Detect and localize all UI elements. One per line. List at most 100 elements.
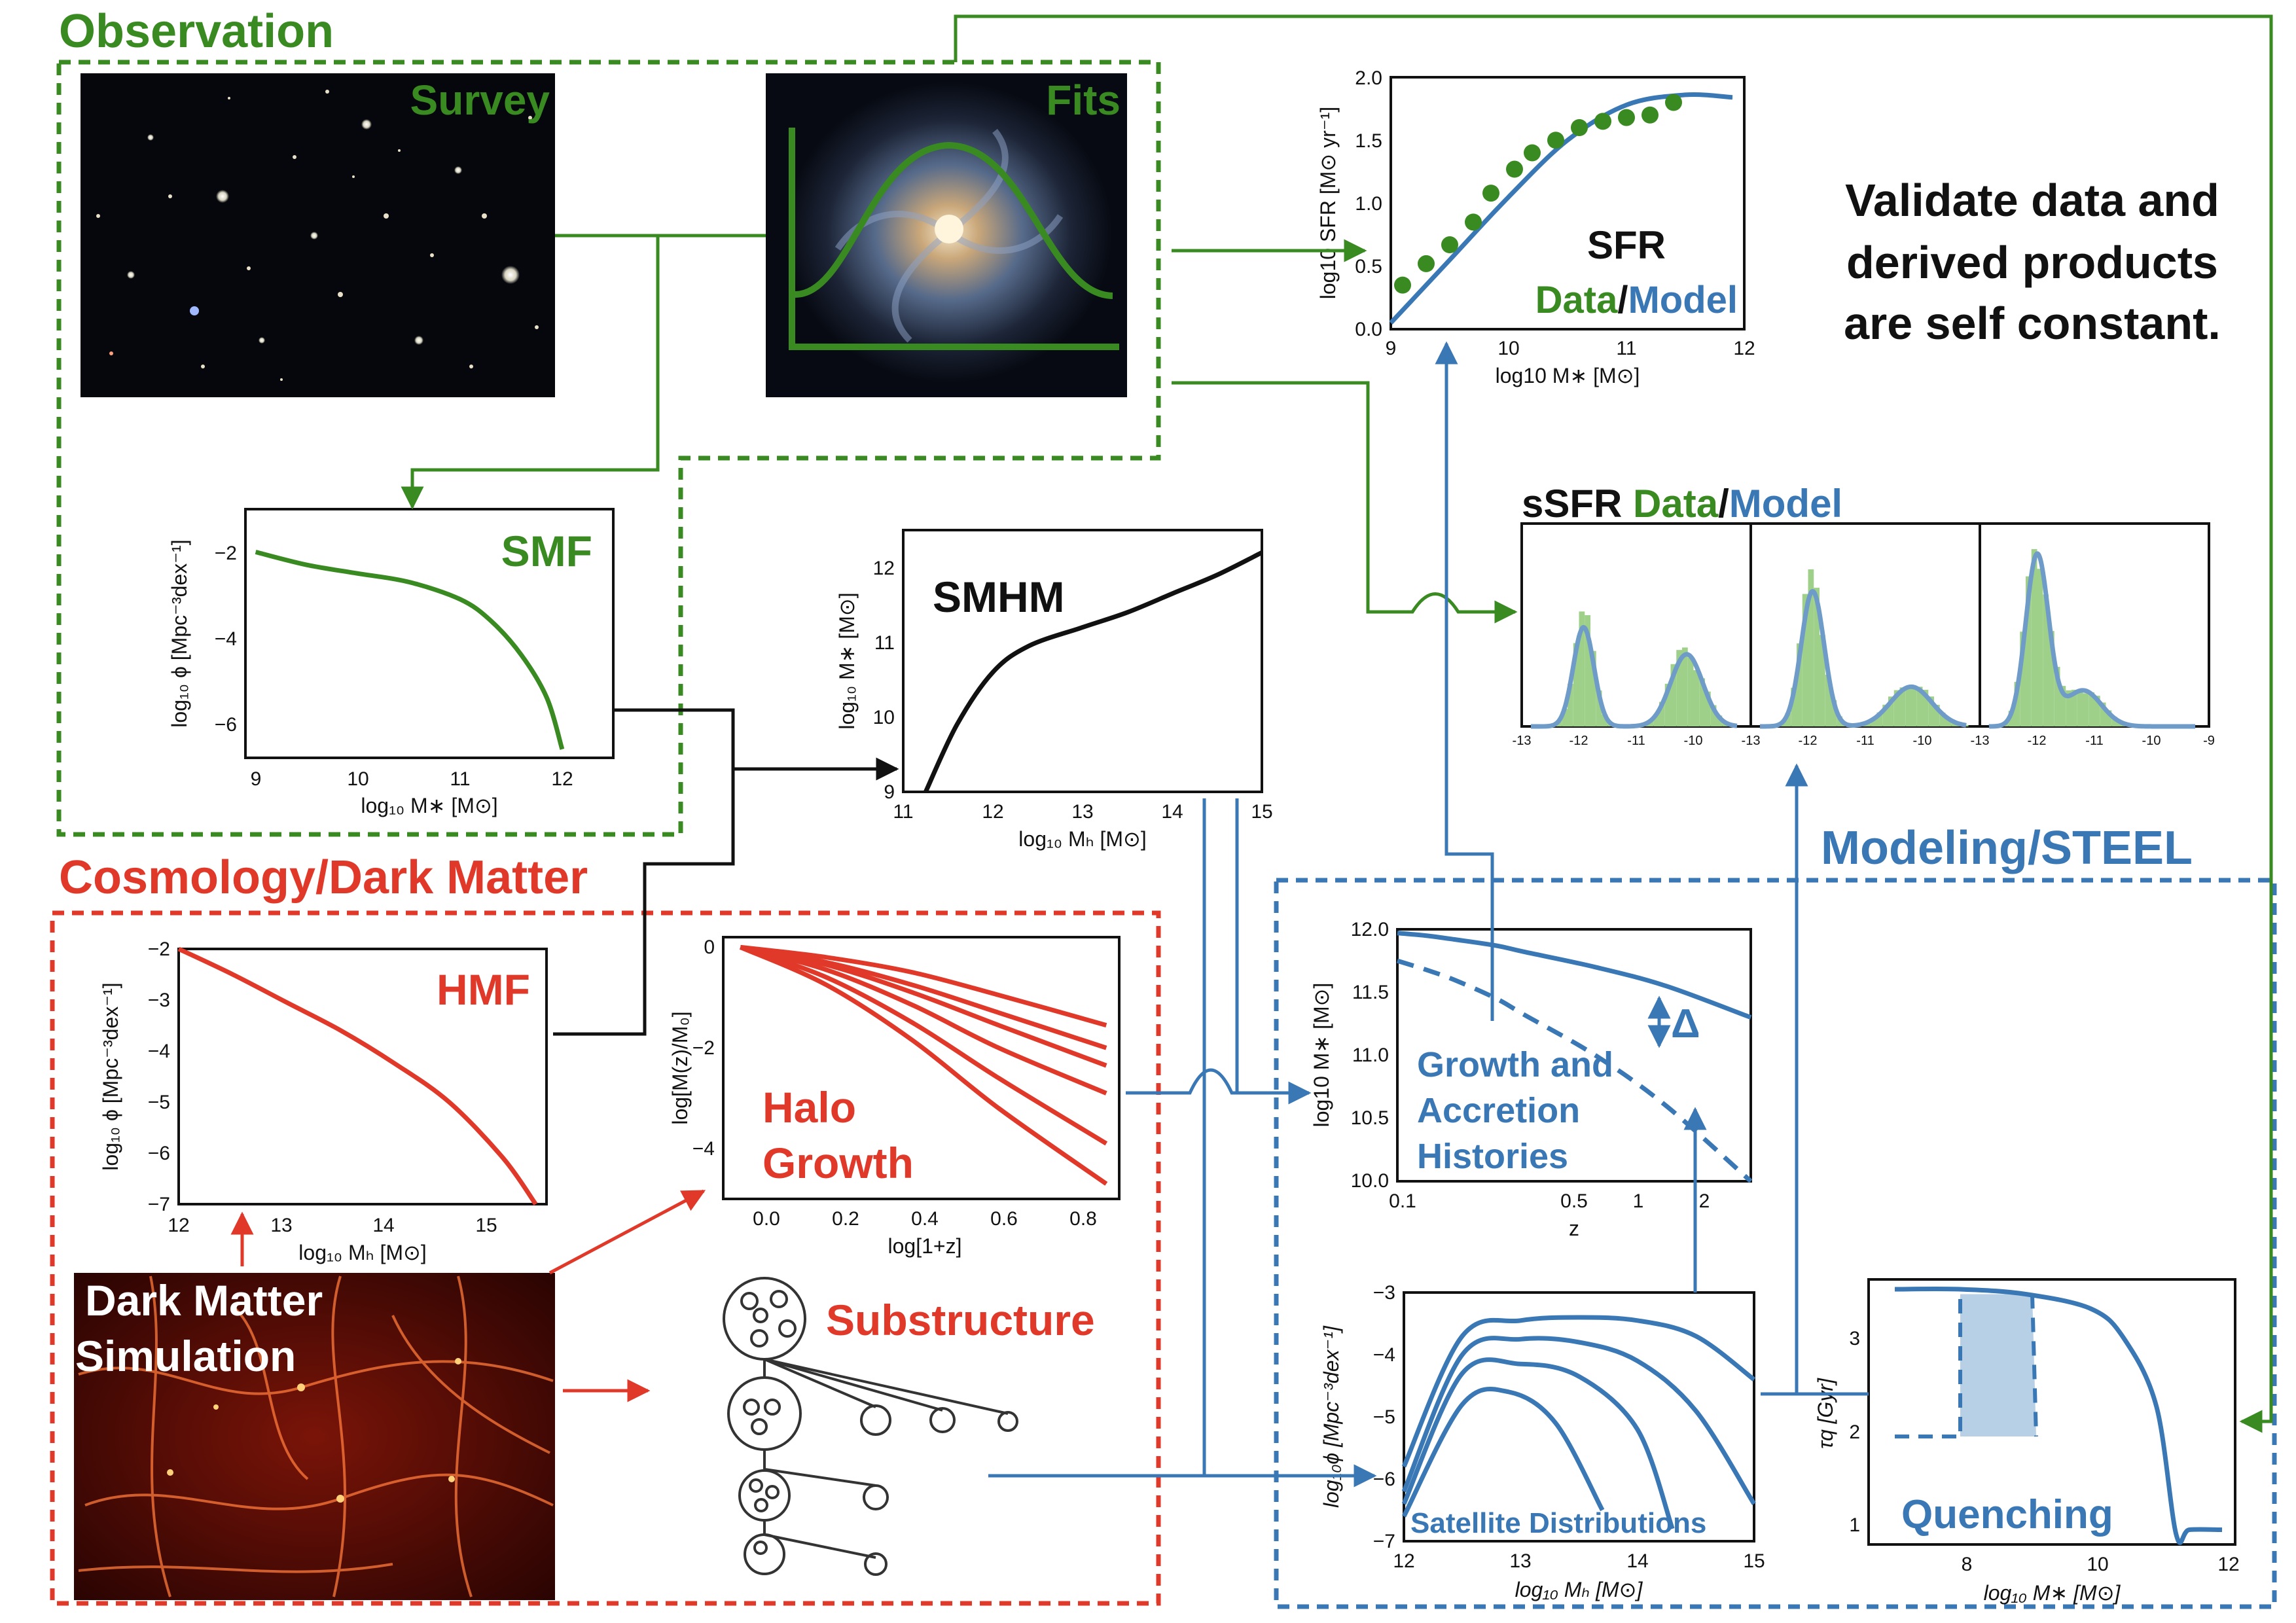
sfr-data-point: [1571, 119, 1588, 136]
sfr-ytick: 2.0: [1355, 67, 1382, 89]
sat-ytick: −6: [1373, 1469, 1395, 1490]
smf-title: SMF: [501, 527, 592, 575]
smhm-yticks: 9 10 11 12: [873, 558, 895, 803]
hmf-xtick: 13: [270, 1215, 292, 1236]
hg-xtick: 0.2: [832, 1208, 859, 1230]
ssfr-hist-bar: [1905, 688, 1911, 726]
halo-growth-line: [740, 944, 1107, 1027]
ssfr-hist-bar: [1825, 674, 1831, 726]
halo-growth-plot: Halo Growth 0.0 0.2 0.4 0.6 0.8 0 −2 −4 …: [668, 936, 1121, 1258]
dm-label-line1: Dark Matter: [85, 1276, 323, 1325]
growth-title-2: Accretion: [1417, 1091, 1580, 1130]
ssfr-hist-bar: [1585, 615, 1590, 726]
cosmology-title: Cosmology/Dark Matter: [59, 851, 588, 904]
smhm-xtick: 11: [893, 801, 913, 823]
hmf-line: [177, 946, 538, 1206]
sfr-xtick: 11: [1616, 338, 1636, 359]
ssfr-hist-bar: [1705, 691, 1711, 726]
ssfr-hist-bar: [2111, 717, 2117, 726]
satellite-line: [1401, 1315, 1756, 1468]
ssfr-xtick: -13: [1513, 734, 1532, 748]
smhm-xtick: 13: [1071, 801, 1093, 823]
growth-yticks: 12.0 11.5 11.0 10.5 10.0: [1351, 919, 1389, 1192]
ssfr-hist-bar: [1670, 664, 1677, 726]
smf-xlabel: log₁₀ M∗ [M⊙]: [361, 794, 497, 817]
growth-xticks: 0.1 0.5 1 2: [1389, 1190, 1710, 1212]
fits-gaussian-curve: [795, 141, 1113, 299]
smhm-title: SMHM: [933, 573, 1065, 621]
smhm-xtick: 15: [1251, 801, 1272, 823]
ssfr-hist-bar: [1911, 688, 1917, 726]
sfr-xlabel: log10 M∗ [M⊙]: [1496, 364, 1640, 387]
halo-growth-line: [740, 945, 1108, 1146]
growth-ytick: 11.0: [1352, 1044, 1389, 1066]
survey-stars: [96, 90, 539, 381]
ssfr-hist-bar: [1945, 719, 1952, 726]
hmf-ytick: −3: [148, 990, 170, 1011]
sfr-yticks: 0.0 0.5 1.0 1.5 2.0: [1355, 67, 1382, 340]
smf-line: [255, 550, 565, 750]
ssfr-hist-bar: [1562, 709, 1568, 726]
hmf-xtick: 14: [372, 1215, 394, 1236]
ssfr-hist-bar: [2106, 710, 2112, 726]
ssfr-plot: sSFR Data/Model -13 -12 -11 -10 -13 -12 …: [1513, 482, 2215, 748]
halo-growth-line: [740, 944, 1107, 1068]
ssfr-hist-bar: [1579, 611, 1585, 726]
smf-xtick: 9: [251, 768, 262, 790]
dark-matter-simulation-image: Dark Matter Simulation: [74, 1273, 555, 1600]
ssfr-hist-bar: [1573, 643, 1579, 726]
satellite-plot: Satellite Distributions 12 13 14 15 −3 −…: [1319, 1282, 1765, 1601]
sat-ytick: −7: [1373, 1531, 1395, 1552]
ssfr-hist-bar: [2100, 702, 2106, 726]
hg-ytick: −2: [692, 1037, 715, 1059]
ssfr-xtick: -10: [1913, 734, 1932, 748]
smhm-plot-frame: [902, 529, 1263, 793]
smhm-xlabel: log₁₀ Mₕ [M⊙]: [1018, 827, 1146, 851]
connectors-green: [401, 14, 2273, 1433]
smf-ytick: −2: [215, 543, 237, 564]
halo-growth-title-1: Halo: [762, 1083, 856, 1132]
quench-ytick: 2: [1849, 1421, 1860, 1443]
validate-note: Validate data and derived products are s…: [1844, 175, 2221, 349]
smhm-plot: SMHM 11 12 13 14 15 9 10 11 12 log₁₀ Mₕ …: [835, 529, 1273, 851]
connector-smf-smhm: [613, 708, 899, 781]
quench-ytick: 1: [1849, 1514, 1860, 1536]
sfr-data-point: [1618, 109, 1635, 126]
ssfr-xtick: -13: [1742, 734, 1761, 748]
ssfr-hist-bar: [1682, 647, 1688, 726]
ssfr-title-prefix: sSFR: [1522, 482, 1633, 526]
ssfr-hist-bar: [2037, 569, 2043, 726]
quench-xtick: 10: [2087, 1554, 2108, 1575]
satellite-line: [1401, 1336, 1756, 1505]
growth-xtick: 0.1: [1389, 1190, 1416, 1212]
sfr-legend: Data/Model: [1535, 279, 1738, 321]
observation-dashed-border: [56, 60, 1161, 837]
ssfr-title-model: Model: [1729, 482, 1842, 526]
connector-satellite-to-ssfr: [1761, 763, 1808, 1396]
cosmology-dashed-border: [50, 910, 1161, 1606]
smf-xtick: 11: [450, 768, 470, 790]
connector-obs-to-quenching: [954, 14, 2273, 1433]
ssfr-hist-bar: [1785, 713, 1791, 726]
substructure-label: Substructure: [826, 1296, 1095, 1344]
growth-xlabel: z: [1569, 1217, 1579, 1240]
halo-growth-plot-frame: [722, 936, 1121, 1200]
satellite-ylabel: log₁₀ϕ [Mpc⁻³dex⁻¹]: [1319, 1325, 1343, 1508]
sfr-data-point: [1547, 132, 1564, 149]
hmf-ylabel: log₁₀ ϕ [Mpc⁻³dex⁻¹]: [99, 982, 122, 1170]
modeling-section: Modeling/STEEL: [1274, 822, 2277, 1609]
sfr-title: SFR: [1587, 223, 1666, 267]
ssfr-hist-bar: [1899, 687, 1906, 726]
dm-filaments: [78, 1275, 554, 1597]
ssfr-hist-bar: [1693, 670, 1700, 726]
ssfr-hist-bar: [2094, 696, 2100, 726]
validate-line3: are self constant.: [1844, 298, 2221, 349]
connectors-blue: [988, 341, 1869, 1488]
ssfr-hist-bar: [1916, 687, 1923, 726]
modeling-title: Modeling/STEEL: [1821, 822, 2193, 874]
quenching-xticks: 8 10 12: [1962, 1554, 2240, 1575]
sfr-ytick: 0.5: [1355, 256, 1382, 277]
sfr-data-point: [1394, 276, 1411, 294]
sfr-ytick: 1.5: [1355, 130, 1382, 152]
smf-xticks: 9 10 11 12: [251, 768, 573, 790]
